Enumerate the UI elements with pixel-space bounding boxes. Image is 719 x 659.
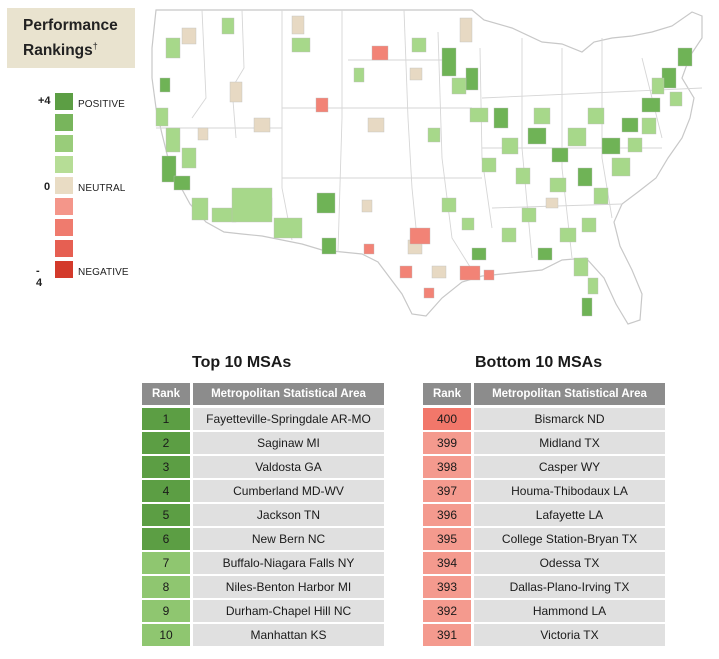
rank-cell: 3: [142, 456, 190, 478]
legend-min-label: - 4: [36, 265, 43, 289]
area-cell: Jackson TN: [193, 504, 384, 526]
area-cell: Valdosta GA: [193, 456, 384, 478]
area-cell: Lafayette LA: [474, 504, 665, 526]
table-row: 394 Odessa TX: [423, 552, 665, 574]
legend-zero-label: 0: [44, 181, 51, 193]
top-col-area: Metropolitan Statistical Area: [193, 383, 384, 405]
msa-patches: [155, 15, 693, 317]
legend-swatch-minus1: [55, 198, 73, 215]
title-dagger: †: [92, 41, 98, 51]
rank-cell: 392: [423, 600, 471, 622]
top-col-rank: Rank: [142, 383, 190, 405]
area-cell: Houma-Thibodaux LA: [474, 480, 665, 502]
table-row: 5 Jackson TN: [142, 504, 384, 526]
title-line-2-text: Rankings: [23, 42, 93, 60]
table-row: 395 College Station-Bryan TX: [423, 528, 665, 550]
rank-cell: 1: [142, 408, 190, 430]
legend-negative-label: NEGATIVE: [78, 267, 129, 278]
table-row: 393 Dallas-Plano-Irving TX: [423, 576, 665, 598]
table-row: 1 Fayetteville-Springdale AR-MO: [142, 408, 384, 430]
area-cell: College Station-Bryan TX: [474, 528, 665, 550]
area-cell: Bismarck ND: [474, 408, 665, 430]
area-cell: Cumberland MD-WV: [193, 480, 384, 502]
legend-swatch-neutral: [55, 177, 73, 194]
area-cell: Buffalo-Niagara Falls NY: [193, 552, 384, 574]
rank-cell: 10: [142, 624, 190, 646]
area-cell: Niles-Benton Harbor MI: [193, 576, 384, 598]
area-cell: Saginaw MI: [193, 432, 384, 454]
legend-swatch-plus3: [55, 114, 73, 131]
rank-cell: 9: [142, 600, 190, 622]
rank-cell: 391: [423, 624, 471, 646]
area-cell: Dallas-Plano-Irving TX: [474, 576, 665, 598]
legend-swatch-plus4: [55, 93, 73, 110]
area-cell: Odessa TX: [474, 552, 665, 574]
table-row: 391 Victoria TX: [423, 624, 665, 646]
top-table-header-row: Rank Metropolitan Statistical Area: [142, 383, 384, 405]
rank-cell: 8: [142, 576, 190, 598]
legend-swatch-plus1: [55, 156, 73, 173]
area-cell: Hammond LA: [474, 600, 665, 622]
table-row: 399 Midland TX: [423, 432, 665, 454]
area-cell: New Bern NC: [193, 528, 384, 550]
area-cell: Casper WY: [474, 456, 665, 478]
bottom-10-title: Bottom 10 MSAs: [475, 354, 603, 371]
area-cell: Fayetteville-Springdale AR-MO: [193, 408, 384, 430]
table-row: 4 Cumberland MD-WV: [142, 480, 384, 502]
legend-swatch-minus2: [55, 219, 73, 236]
rank-cell: 7: [142, 552, 190, 574]
table-row: 392 Hammond LA: [423, 600, 665, 622]
legend-swatch-minus4: [55, 261, 73, 278]
rank-cell: 5: [142, 504, 190, 526]
rank-cell: 4: [142, 480, 190, 502]
rank-cell: 400: [423, 408, 471, 430]
rank-cell: 396: [423, 504, 471, 526]
legend-max-label: +4: [38, 95, 51, 107]
area-cell: Victoria TX: [474, 624, 665, 646]
rank-cell: 395: [423, 528, 471, 550]
bottom-table-header-row: Rank Metropolitan Statistical Area: [423, 383, 665, 405]
performance-rankings-title: Performance Rankings†: [7, 8, 135, 68]
table-row: 6 New Bern NC: [142, 528, 384, 550]
table-row: 7 Buffalo-Niagara Falls NY: [142, 552, 384, 574]
table-row: 2 Saginaw MI: [142, 432, 384, 454]
us-msa-map: [151, 9, 703, 325]
bottom-col-rank: Rank: [423, 383, 471, 405]
area-cell: Manhattan KS: [193, 624, 384, 646]
table-row: 8 Niles-Benton Harbor MI: [142, 576, 384, 598]
table-row: 3 Valdosta GA: [142, 456, 384, 478]
title-line-1: Performance: [23, 17, 118, 34]
rank-cell: 394: [423, 552, 471, 574]
legend-swatch-plus2: [55, 135, 73, 152]
top-10-title: Top 10 MSAs: [192, 354, 292, 371]
table-row: 398 Casper WY: [423, 456, 665, 478]
area-cell: Durham-Chapel Hill NC: [193, 600, 384, 622]
rank-cell: 2: [142, 432, 190, 454]
title-line-2: Rankings†: [23, 36, 135, 61]
table-row: 9 Durham-Chapel Hill NC: [142, 600, 384, 622]
legend-swatch-minus3: [55, 240, 73, 257]
bottom-col-area: Metropolitan Statistical Area: [474, 383, 665, 405]
table-row: 10 Manhattan KS: [142, 624, 384, 646]
table-row: 397 Houma-Thibodaux LA: [423, 480, 665, 502]
table-row: 396 Lafayette LA: [423, 504, 665, 526]
rank-cell: 399: [423, 432, 471, 454]
rank-cell: 6: [142, 528, 190, 550]
legend-positive-label: POSITIVE: [78, 99, 125, 110]
rank-cell: 397: [423, 480, 471, 502]
rank-cell: 393: [423, 576, 471, 598]
table-row: 400 Bismarck ND: [423, 408, 665, 430]
area-cell: Midland TX: [474, 432, 665, 454]
legend-neutral-label: NEUTRAL: [78, 183, 126, 194]
us-landmass: [151, 9, 703, 325]
rank-cell: 398: [423, 456, 471, 478]
